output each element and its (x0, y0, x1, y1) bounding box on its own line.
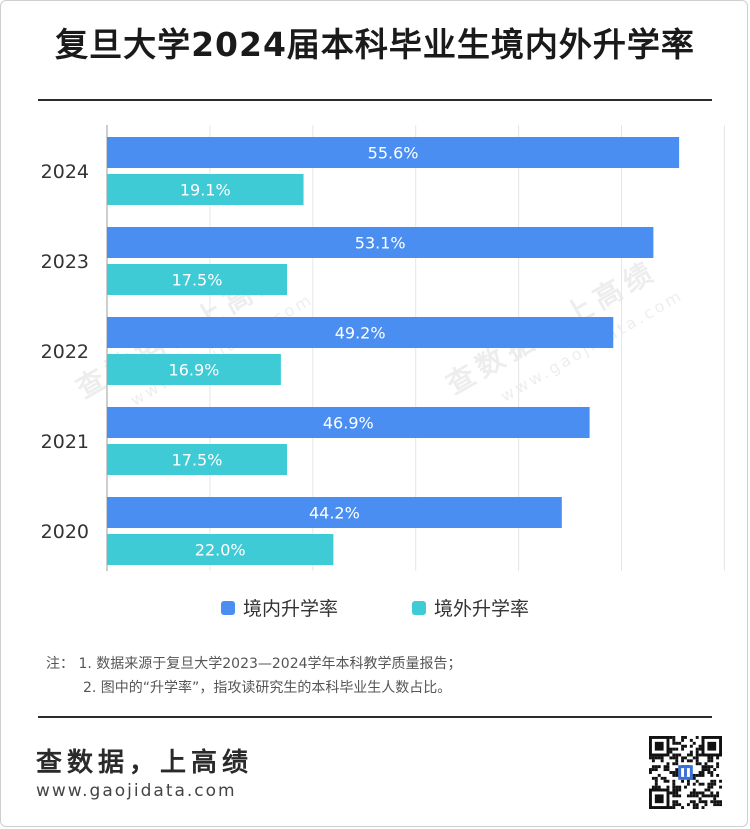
bar-overseas (107, 534, 334, 565)
data-label: 19.1% (180, 181, 231, 200)
note-line-2: 2. 图中的“升学率”，指攻读研究生的本科毕业生人数占比。 (83, 680, 452, 696)
category-label: 2022 (41, 341, 89, 363)
data-label: 46.9% (323, 414, 374, 433)
note-line-1: 注： 1. 数据来源于复旦大学2023—2024学年本科教学质量报告； (46, 656, 462, 672)
title-divider (38, 99, 712, 101)
data-label: 44.2% (309, 504, 360, 523)
data-label: 55.6% (368, 144, 419, 163)
bar-overseas (107, 174, 304, 205)
legend-item-overseas: 境外升学率 (412, 594, 529, 621)
data-label: 17.5% (172, 271, 223, 290)
legend-swatch-overseas (412, 600, 426, 615)
legend-label-overseas: 境外升学率 (434, 598, 530, 620)
notes: 注： 1. 数据来源于复旦大学2023—2024学年本科教学质量报告； 2. 图… (46, 652, 462, 700)
footer-url: www.gaojidata.com (36, 781, 237, 801)
bar-overseas (107, 264, 288, 295)
bar-domestic (107, 497, 562, 528)
bar-domestic (107, 407, 590, 438)
legend-label-domestic: 境内升学率 (242, 598, 338, 620)
bar-chart: 2024 55.6% 19.1% 2023 53.1% 17.5% 2022 49.2% 16.… (41, 125, 725, 571)
data-label: 49.2% (335, 324, 386, 343)
legend-swatch-domestic (220, 600, 235, 615)
legend-item-domestic: 境内升学率 (220, 594, 338, 621)
category-label: 2023 (41, 251, 89, 273)
bar-domestic (107, 227, 654, 258)
footer-divider (38, 716, 712, 718)
category-label: 2020 (41, 521, 89, 543)
data-label: 53.1% (355, 234, 406, 253)
footer-brand: 查数据，上高绩 (36, 748, 254, 778)
data-label: 22.0% (195, 541, 246, 560)
bar-overseas (107, 354, 281, 385)
data-label: 16.9% (169, 361, 220, 380)
category-label: 2024 (41, 161, 89, 183)
qr-code-icon (649, 736, 722, 809)
bar-domestic (107, 317, 614, 348)
category-label: 2021 (41, 431, 89, 453)
chart-title: 复旦大学2024届本科毕业生境内外升学率 (55, 25, 695, 64)
data-label: 17.5% (172, 451, 223, 470)
bar-domestic (107, 137, 680, 168)
chart-legend: 境内升学率 境外升学率 (0, 594, 750, 621)
bar-overseas (107, 444, 288, 475)
